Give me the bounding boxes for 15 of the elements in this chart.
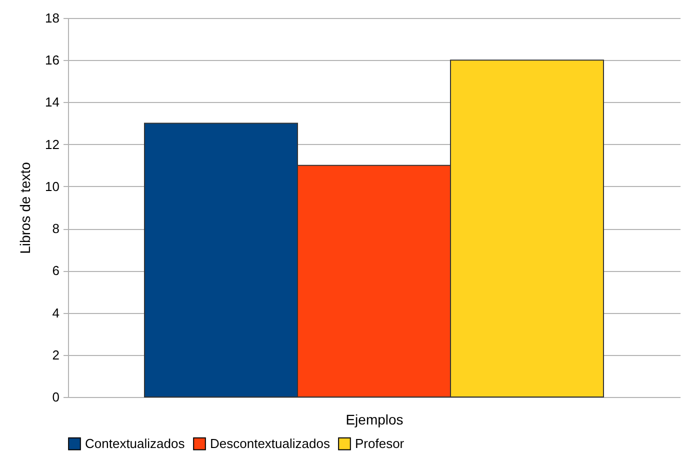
legend-label: Profesor (355, 436, 405, 451)
legend-label: Descontextualizados (210, 436, 330, 451)
y-tick-label: 0 (52, 390, 60, 404)
y-tick-label: 16 (45, 52, 60, 68)
legend-label: Contextualizados (85, 436, 186, 451)
y-axis-title: Libros de texto (17, 162, 34, 254)
x-axis-title: Ejemplos (346, 412, 404, 428)
y-tick-label: 8 (52, 221, 60, 236)
y-tick-label: 18 (45, 10, 60, 26)
y-tick-label: 4 (52, 305, 60, 320)
y-tick-label: 14 (45, 94, 60, 110)
y-tick-label: 6 (52, 263, 60, 278)
y-tick-label: 10 (45, 178, 60, 194)
y-tick-label: 12 (45, 136, 60, 152)
y-tick-label: 2 (52, 347, 60, 362)
